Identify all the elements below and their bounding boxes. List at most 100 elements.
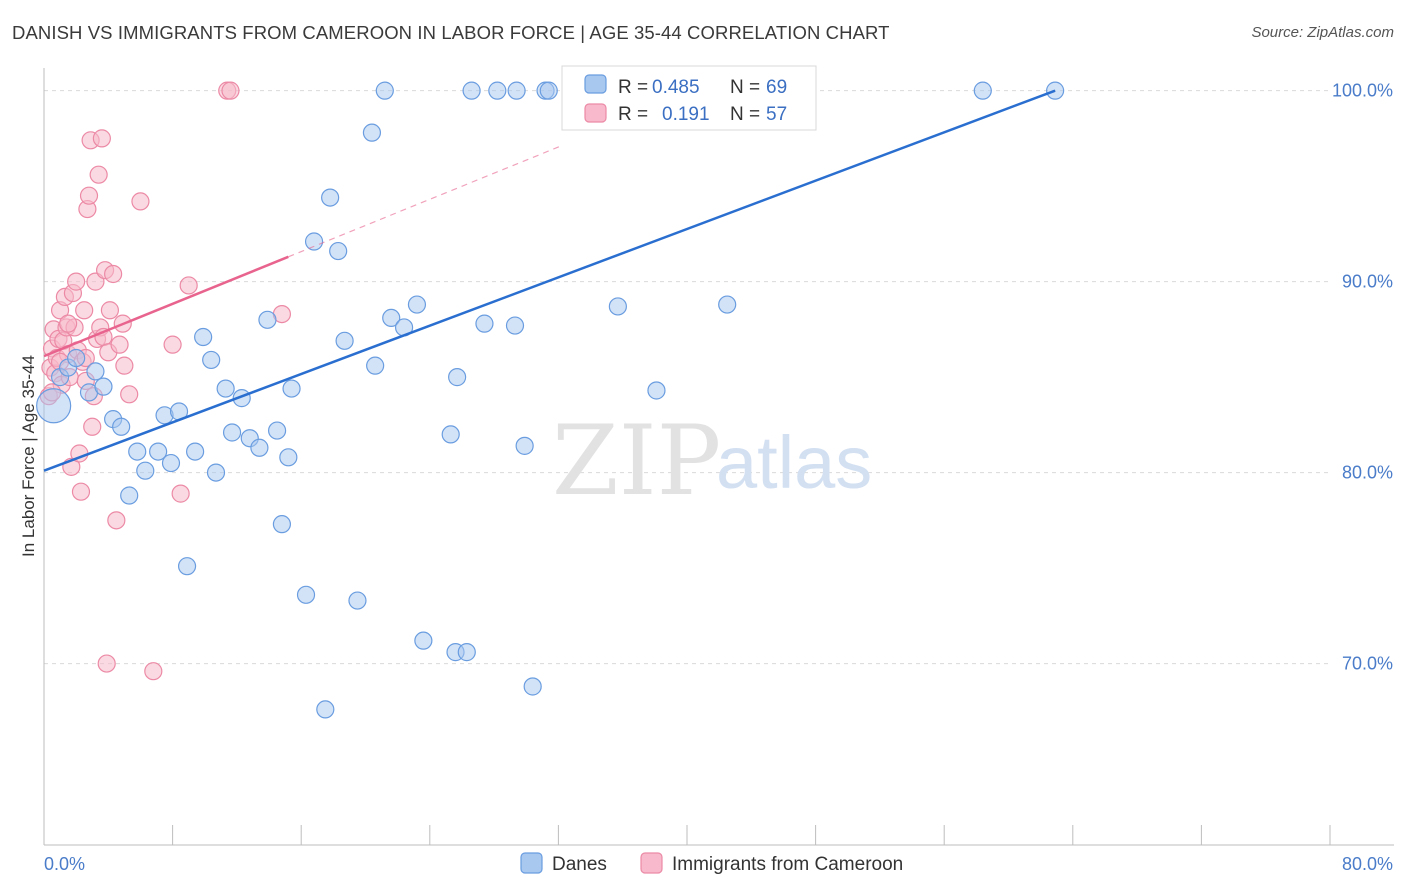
series-cameroon-points — [39, 81, 292, 681]
danes-point — [414, 631, 433, 650]
danes-point — [973, 81, 992, 100]
stats-cameroon-r-value: 0.191 — [662, 104, 710, 125]
stats-danes-swatch — [584, 74, 607, 94]
series-danes-points — [36, 81, 1065, 719]
cameroon-point — [100, 301, 120, 320]
cameroon-point — [171, 484, 190, 503]
danes-point — [222, 423, 242, 442]
cameroon-trend-extension — [288, 145, 562, 258]
cameroon-point — [71, 482, 91, 501]
danes-point — [647, 381, 666, 400]
danes-point — [194, 327, 213, 347]
danes-point — [149, 442, 168, 461]
stats-danes-n-value: 69 — [766, 77, 787, 98]
cameroon-point — [110, 335, 129, 354]
danes-point — [136, 461, 155, 480]
chart-title: DANISH VS IMMIGRANTS FROM CAMEROON IN LA… — [12, 22, 890, 43]
danes-point — [488, 81, 507, 100]
danes-point — [335, 331, 354, 350]
danes-point — [608, 297, 627, 316]
trend-lines — [43, 89, 1056, 472]
danes-point — [296, 585, 316, 604]
cameroon-point — [221, 81, 240, 100]
x-tick-label: 80.0% — [1342, 854, 1393, 874]
cameroon-point — [83, 417, 102, 436]
cameroon-point — [97, 654, 116, 673]
cameroon-point — [179, 276, 198, 295]
cameroon-point — [107, 511, 126, 530]
danes-point — [279, 448, 298, 467]
danes-point — [539, 81, 558, 100]
y-axis-label: In Labor Force | Age 35-44 — [19, 355, 38, 557]
watermark: ZIP atlas — [552, 405, 872, 517]
danes-point — [36, 388, 72, 424]
danes-point — [507, 81, 526, 100]
watermark-zip: ZIP — [552, 405, 721, 517]
danes-point — [523, 677, 542, 696]
source-credit: Source: ZipAtlas.com — [1251, 24, 1394, 41]
cameroon-trend-line — [43, 255, 289, 358]
x-tick-label: 0.0% — [44, 854, 85, 874]
danes-point — [348, 591, 367, 610]
danes-point — [161, 453, 181, 473]
x-tick-labels: 0.0% 80.0% — [44, 854, 1393, 874]
danes-point — [329, 241, 348, 261]
danes-point — [321, 188, 340, 207]
danes-point — [407, 295, 427, 314]
legend-danes-swatch — [520, 852, 543, 874]
danes-point — [505, 316, 525, 335]
legend: Danes Immigrants from Cameroon — [520, 852, 903, 875]
cameroon-point — [115, 356, 134, 375]
stats-danes-r-value: 0.485 — [652, 77, 700, 98]
danes-point — [375, 81, 394, 100]
y-tick-label: 80.0% — [1342, 463, 1393, 483]
legend-cameroon-label: Immigrants from Cameroon — [672, 854, 903, 875]
danes-point — [475, 314, 494, 333]
y-tick-label: 70.0% — [1342, 654, 1393, 674]
danes-point — [448, 368, 467, 387]
stats-cameroon-n-value: 57 — [766, 104, 787, 125]
danes-point — [202, 350, 221, 370]
danes-point — [441, 425, 460, 444]
gridlines — [44, 90, 1330, 665]
cameroon-point — [144, 662, 163, 681]
watermark-atlas: atlas — [716, 421, 872, 504]
danes-point — [86, 362, 105, 381]
danes-point — [462, 81, 481, 100]
cameroon-point — [89, 165, 108, 184]
cameroon-point — [131, 192, 150, 211]
cameroon-point — [59, 314, 78, 333]
danes-point — [362, 123, 382, 142]
cameroon-point — [104, 264, 123, 284]
legend-cameroon-swatch — [640, 852, 663, 874]
cameroon-point — [163, 335, 182, 354]
y-tick-labels: 70.0% 80.0% 90.0% 100.0% — [1332, 81, 1393, 674]
stats-danes-n-label: N = — [730, 77, 760, 98]
y-tick-label: 90.0% — [1342, 272, 1393, 292]
legend-danes-label: Danes — [552, 854, 607, 875]
danes-point — [282, 379, 301, 398]
danes-point — [272, 515, 292, 534]
cameroon-point — [120, 385, 139, 404]
danes-point — [316, 700, 335, 719]
danes-trend-line — [43, 89, 1056, 472]
danes-point — [366, 356, 385, 375]
stats-danes-r-label: R = — [618, 77, 648, 98]
danes-point — [382, 308, 401, 328]
danes-point — [267, 421, 287, 440]
danes-point — [515, 436, 534, 455]
cameroon-point — [79, 186, 99, 205]
danes-point — [206, 463, 226, 482]
axes — [43, 68, 1394, 846]
cameroon-point — [92, 129, 111, 148]
cameroon-point — [67, 272, 86, 291]
danes-point — [177, 557, 197, 576]
danes-point — [67, 348, 86, 368]
stats-cameroon-r-label: R = — [618, 104, 648, 125]
danes-point — [216, 379, 235, 398]
danes-point — [718, 295, 737, 314]
stats-cameroon-swatch — [584, 103, 607, 123]
cameroon-point — [75, 301, 94, 320]
danes-point — [94, 377, 113, 396]
